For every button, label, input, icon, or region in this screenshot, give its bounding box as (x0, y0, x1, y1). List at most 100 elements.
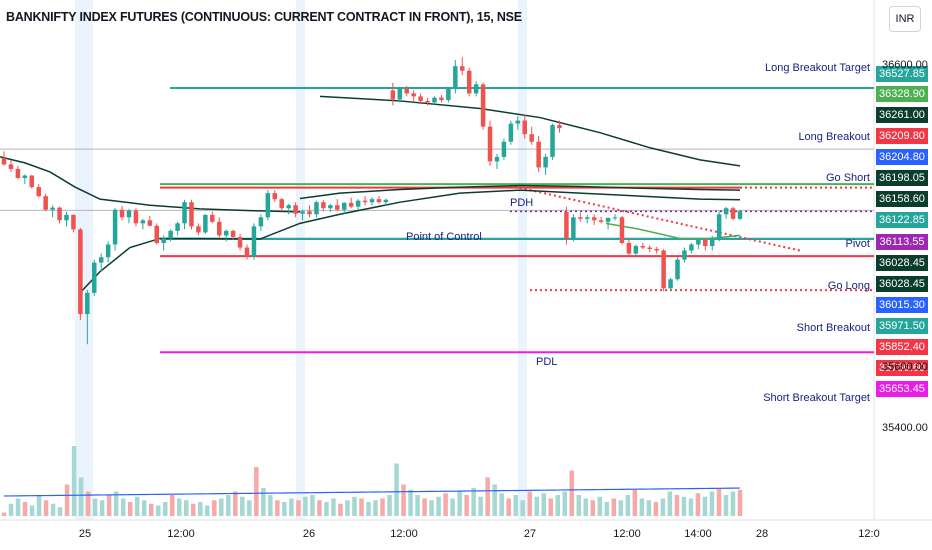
volume-bar (141, 500, 147, 516)
price-tick-label: 35400.00 (882, 421, 928, 434)
volume-bar (597, 496, 603, 516)
price-badge: 36527.85 (876, 66, 928, 82)
candle-body (466, 70, 472, 94)
candle-body (730, 208, 736, 219)
candle-body (244, 247, 250, 257)
candle-body (591, 217, 597, 221)
volume-bar (92, 498, 98, 516)
volume-bar (366, 502, 371, 516)
candle-body (307, 211, 312, 215)
upper-band-curve (299, 184, 741, 200)
volume-bar (639, 498, 645, 516)
candle-body (348, 202, 354, 207)
volume-bar (415, 495, 420, 516)
volume-bar (71, 446, 77, 516)
session-break-band (75, 0, 93, 520)
candle-body (105, 244, 111, 258)
volume-bar (723, 495, 729, 516)
candle-body (341, 202, 347, 210)
volume-bar (127, 502, 133, 516)
candle-body (411, 93, 416, 97)
candle-body (64, 214, 69, 221)
candle-body (716, 214, 722, 239)
price-badge: 35756.60 (876, 360, 928, 376)
volume-bar (590, 500, 596, 516)
candle-body (453, 66, 458, 89)
volume-bar (64, 484, 70, 516)
candle-body (564, 211, 569, 239)
price-badge: 36028.45 (876, 255, 928, 271)
volume-bar (450, 498, 455, 516)
candle-body (223, 230, 229, 236)
candle-body (709, 238, 715, 247)
volume-bar (169, 495, 175, 516)
candle-body (293, 205, 298, 214)
time-tick-label: 12:0 (858, 528, 880, 540)
volume-bar (275, 500, 280, 516)
candle-body (494, 156, 500, 162)
volume-bar (443, 493, 448, 516)
candle-body (335, 205, 340, 210)
volume-bar (191, 503, 196, 516)
candle-body (668, 279, 673, 289)
candle-body (473, 84, 479, 94)
volume-bar (254, 467, 259, 516)
candle-body (203, 214, 208, 233)
volume-bar (709, 491, 715, 516)
candle-body (321, 202, 326, 209)
candle-body (92, 262, 97, 293)
candle-body (369, 199, 375, 203)
level-label: Short Breakout (796, 322, 870, 334)
candle-body (689, 244, 694, 251)
candle-body (633, 246, 639, 254)
candle-body (8, 164, 14, 169)
volume-bar (176, 498, 182, 516)
volume-bar (520, 500, 525, 516)
volume-bar (513, 495, 518, 516)
volume-bar (534, 496, 539, 516)
volume-bar (134, 496, 140, 516)
volume-bar (8, 503, 14, 516)
volume-bar (317, 500, 322, 516)
volume-bar (36, 495, 42, 516)
volume-bar (485, 477, 490, 516)
volume-bar (233, 491, 238, 516)
volume-bar (569, 470, 575, 516)
volume-bar (78, 477, 84, 516)
candle-body (22, 175, 28, 179)
volume-bar (401, 484, 406, 516)
candle-body (619, 217, 625, 243)
lower-band-curve (79, 189, 741, 294)
candle-body (696, 239, 701, 245)
volume-bar (695, 493, 701, 516)
volume-bar (422, 498, 427, 516)
candle-body (383, 199, 389, 203)
candle-body (598, 220, 604, 222)
price-badge: 36028.45 (876, 276, 928, 292)
candle-body (71, 214, 76, 230)
time-tick-label: 27 (523, 528, 537, 540)
volume-bar (548, 498, 553, 516)
currency-button[interactable]: INR (889, 6, 921, 32)
pdh-trend-line (509, 184, 801, 252)
volume-bar (99, 500, 105, 516)
volume-bar (562, 491, 568, 516)
volume-bar (457, 491, 462, 516)
volume-bar (688, 498, 694, 516)
candle-body (501, 141, 507, 157)
candle-body (85, 292, 90, 315)
volume-bar (527, 491, 532, 516)
chart-title: BANKNIFTY INDEX FUTURES (CONTINUOUS: CUR… (6, 10, 522, 24)
candle-body (584, 217, 590, 219)
level-label: Go Long (827, 280, 870, 292)
candle-body (286, 205, 291, 209)
volume-bar (240, 496, 245, 516)
candle-body (654, 249, 659, 251)
candle-body (140, 220, 146, 224)
volume-bar (212, 500, 217, 516)
price-badge: 36158.60 (876, 191, 928, 207)
volume-bar (429, 500, 434, 516)
volume-bar (464, 495, 469, 516)
volume-bar (1, 512, 7, 516)
